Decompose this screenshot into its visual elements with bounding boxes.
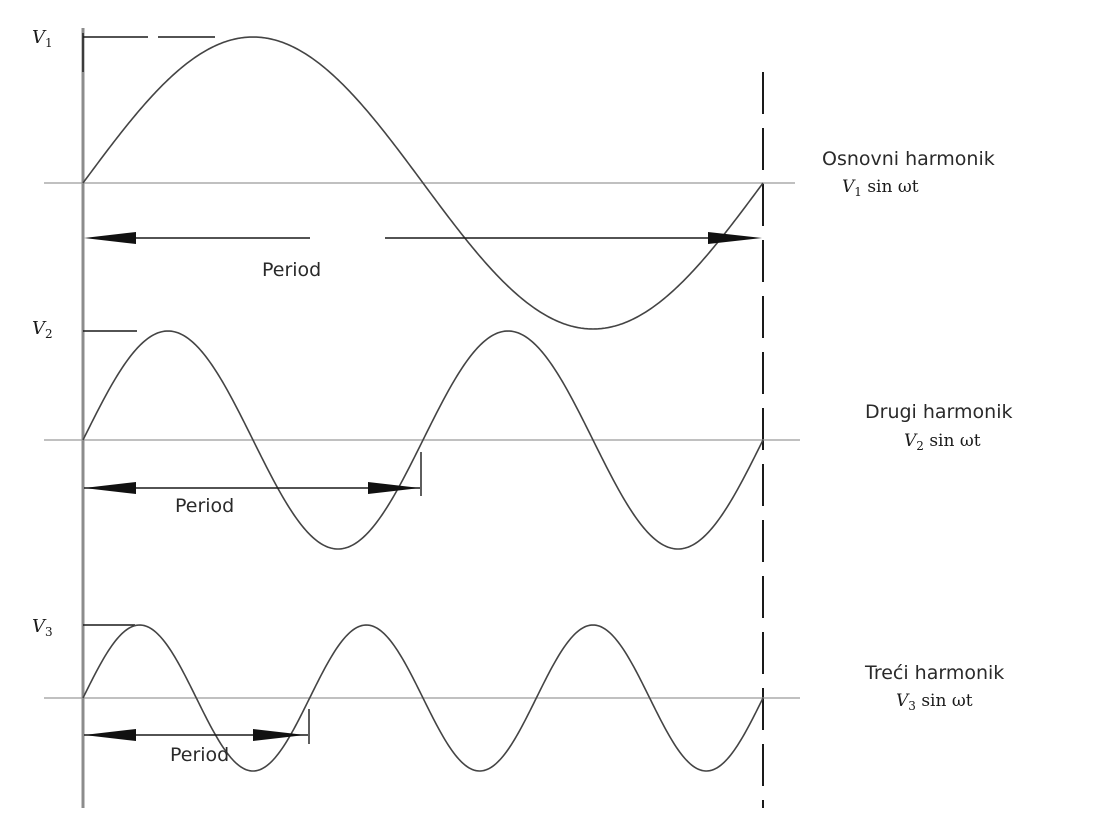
harmonic-1-arrowhead-right: [708, 232, 762, 244]
harmonic-1-group: Period V1 Osnovni harmonik V1 sin ωt: [32, 27, 995, 330]
harmonic-1-period-label: Period: [262, 259, 321, 281]
harmonic-2-arrowhead-left: [84, 482, 136, 494]
harmonic-3-group: Period V3 Treći harmonik V3 sin ωt: [32, 616, 1004, 772]
harmonic-3-arrowhead-left: [84, 729, 136, 741]
harmonic-2-period-label: Period: [175, 495, 234, 517]
harmonic-1-amplitude-label: V1: [32, 27, 53, 50]
harmonic-1-formula: V1 sin ωt: [842, 177, 919, 199]
harmonic-3-period-label: Period: [170, 744, 229, 766]
harmonic-3-wave: [82, 624, 764, 772]
harmonic-3-amplitude-label: V3: [32, 616, 53, 639]
harmonic-3-formula: V3 sin ωt: [896, 691, 973, 713]
harmonic-3-name: Treći harmonik: [864, 662, 1004, 684]
harmonic-3-arrowhead-right: [253, 729, 305, 741]
harmonic-1-arrowhead-left: [84, 232, 136, 244]
harmonic-2-name: Drugi harmonik: [865, 401, 1012, 423]
harmonic-1-name: Osnovni harmonik: [822, 148, 995, 170]
harmonic-2-group: Period V2 Drugi harmonik V2 sin ωt: [32, 318, 1012, 550]
harmonic-2-amplitude-label: V2: [32, 318, 53, 341]
harmonic-2-arrowhead-right: [368, 482, 420, 494]
harmonic-2-formula: V2 sin ωt: [904, 431, 981, 453]
harmonic-2-wave: [82, 330, 764, 550]
harmonic-1-wave: [82, 36, 764, 330]
